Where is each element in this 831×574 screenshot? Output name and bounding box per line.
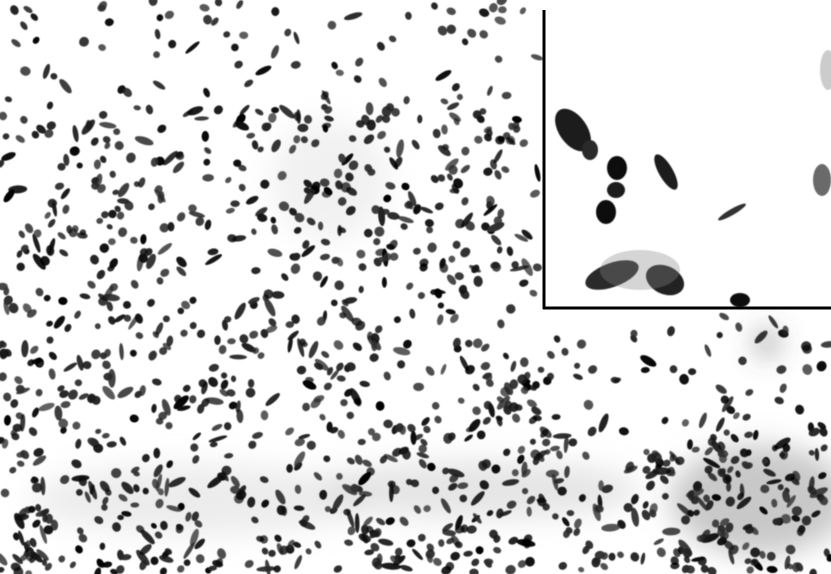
inset-cell <box>582 140 598 160</box>
cell <box>350 484 358 493</box>
cell <box>248 379 254 388</box>
inset-haze <box>600 250 680 290</box>
inset-cell <box>607 156 627 180</box>
cell <box>214 335 220 345</box>
cell <box>202 131 209 142</box>
inset-background <box>543 10 831 308</box>
cell <box>598 480 604 491</box>
cell <box>231 44 239 52</box>
cell <box>230 200 239 207</box>
inset-cell <box>596 200 616 224</box>
cell <box>97 5 106 12</box>
cell <box>337 225 341 236</box>
cell <box>153 448 160 459</box>
inset-cell <box>607 182 625 198</box>
inset <box>543 10 831 309</box>
inset-cell <box>813 164 831 196</box>
inset-cell <box>730 293 750 307</box>
cell <box>413 383 424 391</box>
